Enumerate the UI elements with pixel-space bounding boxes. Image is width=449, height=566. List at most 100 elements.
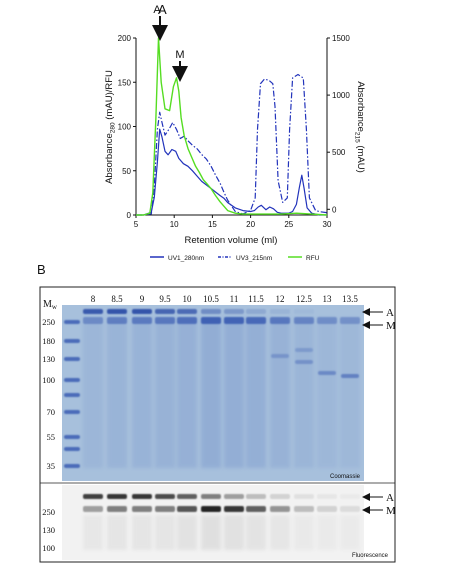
lane-smear (201, 318, 221, 468)
y-right-tick-label: 500 (332, 148, 346, 157)
band-m (294, 317, 314, 324)
lane-smear (83, 318, 103, 468)
lane-smear (224, 318, 244, 468)
band-a (294, 309, 314, 314)
minor-band (295, 348, 313, 352)
band-m (270, 317, 290, 324)
y-left-tick-label: 100 (118, 123, 132, 132)
y-left-tick-label: 50 (122, 167, 131, 176)
coomassie-arrow-m-label: M (386, 320, 396, 332)
legend-label: UV3_215nm (236, 255, 272, 262)
ladder-band (64, 464, 80, 468)
mw-label-sub: w (52, 303, 58, 311)
fluorescence-mw-label: 100 (42, 543, 55, 553)
band-m (201, 317, 221, 324)
fluor-smear (155, 515, 175, 550)
band-m (224, 317, 244, 324)
coomassie-mw-label: 70 (47, 407, 56, 417)
lane-label: 9.5 (159, 294, 171, 304)
x-tick-label: 25 (284, 220, 293, 229)
y-left-label-part1: Absorbance (104, 133, 115, 184)
fluor-band-m (224, 506, 244, 512)
fluor-band-m (294, 506, 314, 512)
band-a (83, 309, 103, 314)
fluor-band-a (270, 494, 290, 499)
ladder-band (64, 378, 80, 382)
fluor-smear (201, 515, 221, 550)
fluor-smear (294, 515, 314, 550)
fluor-band-m (317, 506, 337, 512)
lane-smear (340, 318, 360, 468)
fluor-band-a (224, 494, 244, 499)
chromatogram-chart: 5 10 15 20 25 30 0 50 100 150 200 0 500 1000 1500 Re… (104, 4, 366, 246)
fluor-band-a (294, 494, 314, 499)
fluor-band-m (201, 506, 221, 512)
fluor-smear (83, 515, 103, 550)
fluor-smear (107, 515, 127, 550)
ladder-band (64, 339, 80, 343)
mw-label-main: M (43, 299, 52, 310)
lane-label: 11.5 (248, 294, 264, 304)
fluorescence-mw-labels: 250 130 100 (42, 507, 55, 553)
lane-label: 13.5 (342, 294, 358, 304)
fluor-smear (224, 515, 244, 550)
fluorescence-mw-label: 130 (42, 525, 55, 535)
ladder-band (64, 357, 80, 361)
fluorescence-mw-label: 250 (42, 507, 55, 517)
fluor-band-m (246, 506, 266, 512)
fluor-band-a (155, 494, 175, 499)
y-left-tick-label: 200 (118, 34, 132, 43)
lane-smear (177, 318, 197, 468)
fluor-band-a (83, 494, 103, 499)
band-m (317, 317, 337, 324)
y-right-label-part2: (mAU) (355, 143, 366, 173)
band-a (132, 309, 152, 314)
y-left-ticks: 0 50 100 150 200 (118, 34, 136, 220)
y-right-label-part1: Absorbance (355, 81, 366, 132)
band-m (246, 317, 266, 324)
band-m (155, 317, 175, 324)
fluor-smear (246, 515, 266, 550)
fluor-smear (317, 515, 337, 550)
x-axis-label: Retention volume (ml) (185, 235, 278, 246)
panel-a-label: A (158, 2, 167, 17)
y-right-axis-label: Absorbance215 (mAU) (354, 81, 367, 173)
ladder-band (64, 410, 80, 414)
lane-smear (132, 318, 152, 468)
band-a (155, 309, 175, 314)
band-a (177, 309, 197, 314)
fluorescence-arrow-a-label: A (386, 492, 394, 504)
band-m (177, 317, 197, 324)
arrow-a-label: A (153, 4, 161, 16)
fluor-band-a (201, 494, 221, 499)
lane-smear (294, 318, 314, 468)
fluor-band-m (83, 506, 103, 512)
coomassie-mw-label: 180 (42, 336, 55, 346)
x-tick-label: 5 (134, 220, 139, 229)
band-a (107, 309, 127, 314)
fluor-band-m (177, 506, 197, 512)
coomassie-mw-label: 55 (47, 432, 56, 442)
lane-label: 8.5 (111, 294, 123, 304)
lane-label: 10.5 (203, 294, 219, 304)
fluorescence-arrow-m-label: M (386, 505, 396, 517)
ladder-band (64, 447, 80, 451)
ladder-band (64, 393, 80, 397)
minor-band (318, 371, 336, 375)
fluor-smear (132, 515, 152, 550)
lane-smear (270, 318, 290, 468)
fluor-band-m (132, 506, 152, 512)
lane-label: 13 (323, 294, 333, 304)
band-a (270, 309, 290, 314)
fluor-band-m (340, 506, 360, 512)
coomassie-mw-labels: 250 180 130 100 70 55 35 (42, 317, 55, 471)
series-line-rfu (136, 37, 328, 216)
series-line-uv3-215nm (136, 73, 328, 216)
lane-smear (317, 318, 337, 468)
coomassie-bands (64, 309, 360, 468)
fluorescence-arrows: A M (362, 492, 396, 517)
fluor-band-a (317, 494, 337, 499)
band-a (224, 309, 244, 314)
y-right-ticks: 0 500 1000 1500 (327, 34, 350, 214)
fluor-band-m (107, 506, 127, 512)
